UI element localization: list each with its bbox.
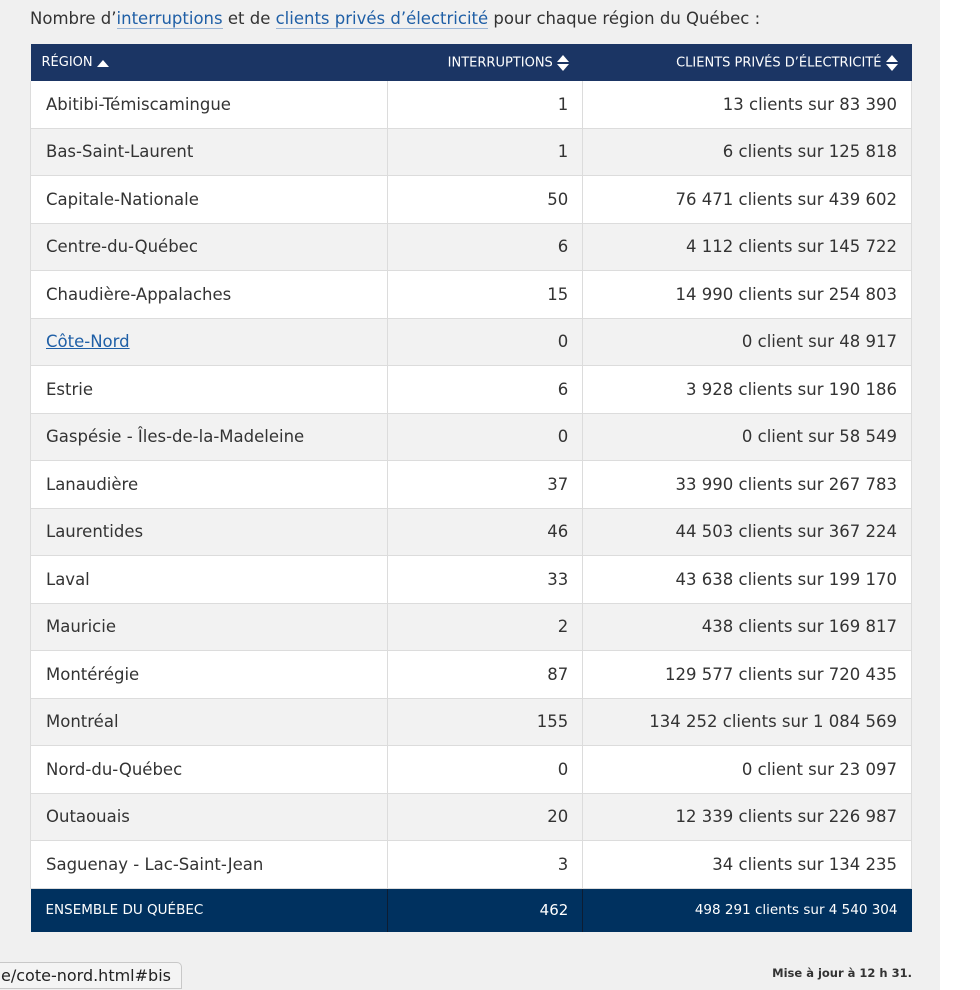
interruptions-cell: 0 (387, 745, 584, 794)
header-interruptions[interactable]: INTERRUPTIONS (387, 44, 583, 81)
interruptions-cell: 155 (387, 698, 584, 746)
clients-cell: 12 339 clients sur 226 987 (582, 793, 912, 841)
region-cell: Chaudière-Appalaches (30, 270, 388, 319)
update-time: Mise à jour à 12 h 31. (772, 966, 912, 980)
interruptions-cell: 6 (387, 223, 584, 271)
interruptions-cell: 1 (387, 81, 584, 129)
intro-prefix: Nombre d’ (30, 9, 117, 28)
table-header: RÉGION INTERRUPTIONS CLIENTS PRIVÉS D’ÉL… (30, 44, 912, 81)
table-row: Bas-Saint-Laurent 1 6 clients sur 125 818 (30, 128, 912, 176)
header-label: CLIENTS PRIVÉS D’ÉLECTRICITÉ (676, 55, 882, 70)
table-row: Outaouais 20 12 339 clients sur 226 987 (30, 793, 912, 841)
interruptions-cell: 0 (387, 318, 584, 366)
table-row: Côte-Nord 0 0 client sur 48 917 (30, 318, 912, 366)
clients-cell: 4 112 clients sur 145 722 (582, 223, 912, 271)
region-cell: Saguenay - Lac-Saint-Jean (30, 840, 388, 889)
table-row: Lanaudière 37 33 990 clients sur 267 783 (30, 460, 912, 509)
intro-text: Nombre d’interruptions et de clients pri… (30, 9, 761, 29)
interruptions-cell: 1 (387, 128, 584, 176)
table-row: Estrie 6 3 928 clients sur 190 186 (30, 365, 912, 414)
interruptions-cell: 87 (387, 650, 584, 699)
regions-table: RÉGION INTERRUPTIONS CLIENTS PRIVÉS D’ÉL… (30, 44, 912, 932)
interruptions-cell: 50 (387, 175, 584, 224)
region-link[interactable]: Côte-Nord (46, 332, 130, 352)
table-row: Montérégie 87 129 577 clients sur 720 435 (30, 650, 912, 699)
interruptions-cell: 20 (387, 793, 584, 841)
region-cell: Bas-Saint-Laurent (30, 128, 388, 176)
table-row: Laval 33 43 638 clients sur 199 170 (30, 555, 912, 604)
table-row: Gaspésie - Îles-de-la-Madeleine 0 0 client… (30, 413, 912, 461)
header-label: INTERRUPTIONS (447, 55, 553, 70)
interruptions-cell: 46 (387, 508, 584, 556)
clients-cell: 43 638 clients sur 199 170 (582, 555, 912, 604)
total-region: ENSEMBLE DU QUÉBEC (30, 888, 388, 932)
clients-cell: 6 clients sur 125 818 (582, 128, 912, 176)
clients-cell: 14 990 clients sur 254 803 (582, 270, 912, 319)
total-clients: 498 291 clients sur 4 540 304 (582, 888, 912, 932)
clients-cell: 34 clients sur 134 235 (582, 840, 912, 889)
status-bar-url: e/cote-nord.html#bis (0, 962, 182, 989)
table-row: Nord-du-Québec 0 0 client sur 23 097 (30, 745, 912, 794)
clients-cell: 76 471 clients sur 439 602 (582, 175, 912, 224)
total-interruptions: 462 (387, 888, 584, 932)
table-row: Laurentides 46 44 503 clients sur 367 224 (30, 508, 912, 556)
region-cell: Estrie (30, 365, 388, 414)
interruptions-link[interactable]: interruptions (116, 9, 223, 29)
region-cell: Lanaudière (30, 460, 388, 509)
interruptions-cell: 0 (387, 413, 584, 461)
intro-middle: et de (222, 9, 276, 28)
interruptions-cell: 2 (387, 603, 584, 651)
interruptions-cell: 37 (387, 460, 584, 509)
header-label: RÉGION (41, 55, 93, 70)
header-clients[interactable]: CLIENTS PRIVÉS D’ÉLECTRICITÉ (582, 44, 912, 81)
total-row: ENSEMBLE DU QUÉBEC 462 498 291 clients s… (30, 888, 912, 932)
region-cell: Côte-Nord (30, 318, 388, 366)
region-cell: Mauricie (30, 603, 388, 651)
clients-cell: 13 clients sur 83 390 (582, 81, 912, 129)
table-row: Montréal 155 134 252 clients sur 1 084 569 (30, 698, 912, 746)
interruptions-cell: 3 (387, 840, 584, 889)
clients-cell: 129 577 clients sur 720 435 (582, 650, 912, 699)
sort-icon (556, 54, 569, 71)
clients-link[interactable]: clients privés d’électricité (275, 9, 489, 29)
interruptions-cell: 6 (387, 365, 584, 414)
region-cell: Montérégie (30, 650, 388, 699)
sort-ascending-icon (96, 59, 109, 67)
region-cell: Laurentides (30, 508, 388, 556)
region-cell: Outaouais (30, 793, 388, 841)
region-cell: Centre-du-Québec (30, 223, 388, 271)
header-region[interactable]: RÉGION (30, 44, 388, 81)
table-row: Capitale-Nationale 50 76 471 clients sur 4… (30, 175, 912, 224)
clients-cell: 134 252 clients sur 1 084 569 (582, 698, 912, 746)
region-cell: Nord-du-Québec (30, 745, 388, 794)
interruptions-cell: 33 (387, 555, 584, 604)
sort-icon (885, 54, 898, 71)
region-cell: Montréal (30, 698, 388, 746)
table-row: Centre-du-Québec 6 4 112 clients sur 145 7… (30, 223, 912, 271)
clients-cell: 33 990 clients sur 267 783 (582, 460, 912, 509)
intro-suffix: pour chaque région du Québec : (488, 9, 761, 28)
region-cell: Abitibi-Témiscamingue (30, 81, 388, 129)
table-row: Saguenay - Lac-Saint-Jean 3 34 clients sur… (30, 840, 912, 889)
clients-cell: 0 client sur 23 097 (582, 745, 912, 794)
region-cell: Gaspésie - Îles-de-la-Madeleine (30, 413, 388, 461)
region-cell: Capitale-Nationale (30, 175, 388, 224)
clients-cell: 3 928 clients sur 190 186 (582, 365, 912, 414)
table-row: Chaudière-Appalaches 15 14 990 clients sur… (30, 270, 912, 319)
table-row: Mauricie 2 438 clients sur 169 817 (30, 603, 912, 651)
clients-cell: 0 client sur 58 549 (582, 413, 912, 461)
clients-cell: 44 503 clients sur 367 224 (582, 508, 912, 556)
clients-cell: 0 client sur 48 917 (582, 318, 912, 366)
interruptions-cell: 15 (387, 270, 584, 319)
clients-cell: 438 clients sur 169 817 (582, 603, 912, 651)
table-row: Abitibi-Témiscamingue 1 13 clients sur 83 … (30, 81, 912, 129)
region-cell: Laval (30, 555, 388, 604)
